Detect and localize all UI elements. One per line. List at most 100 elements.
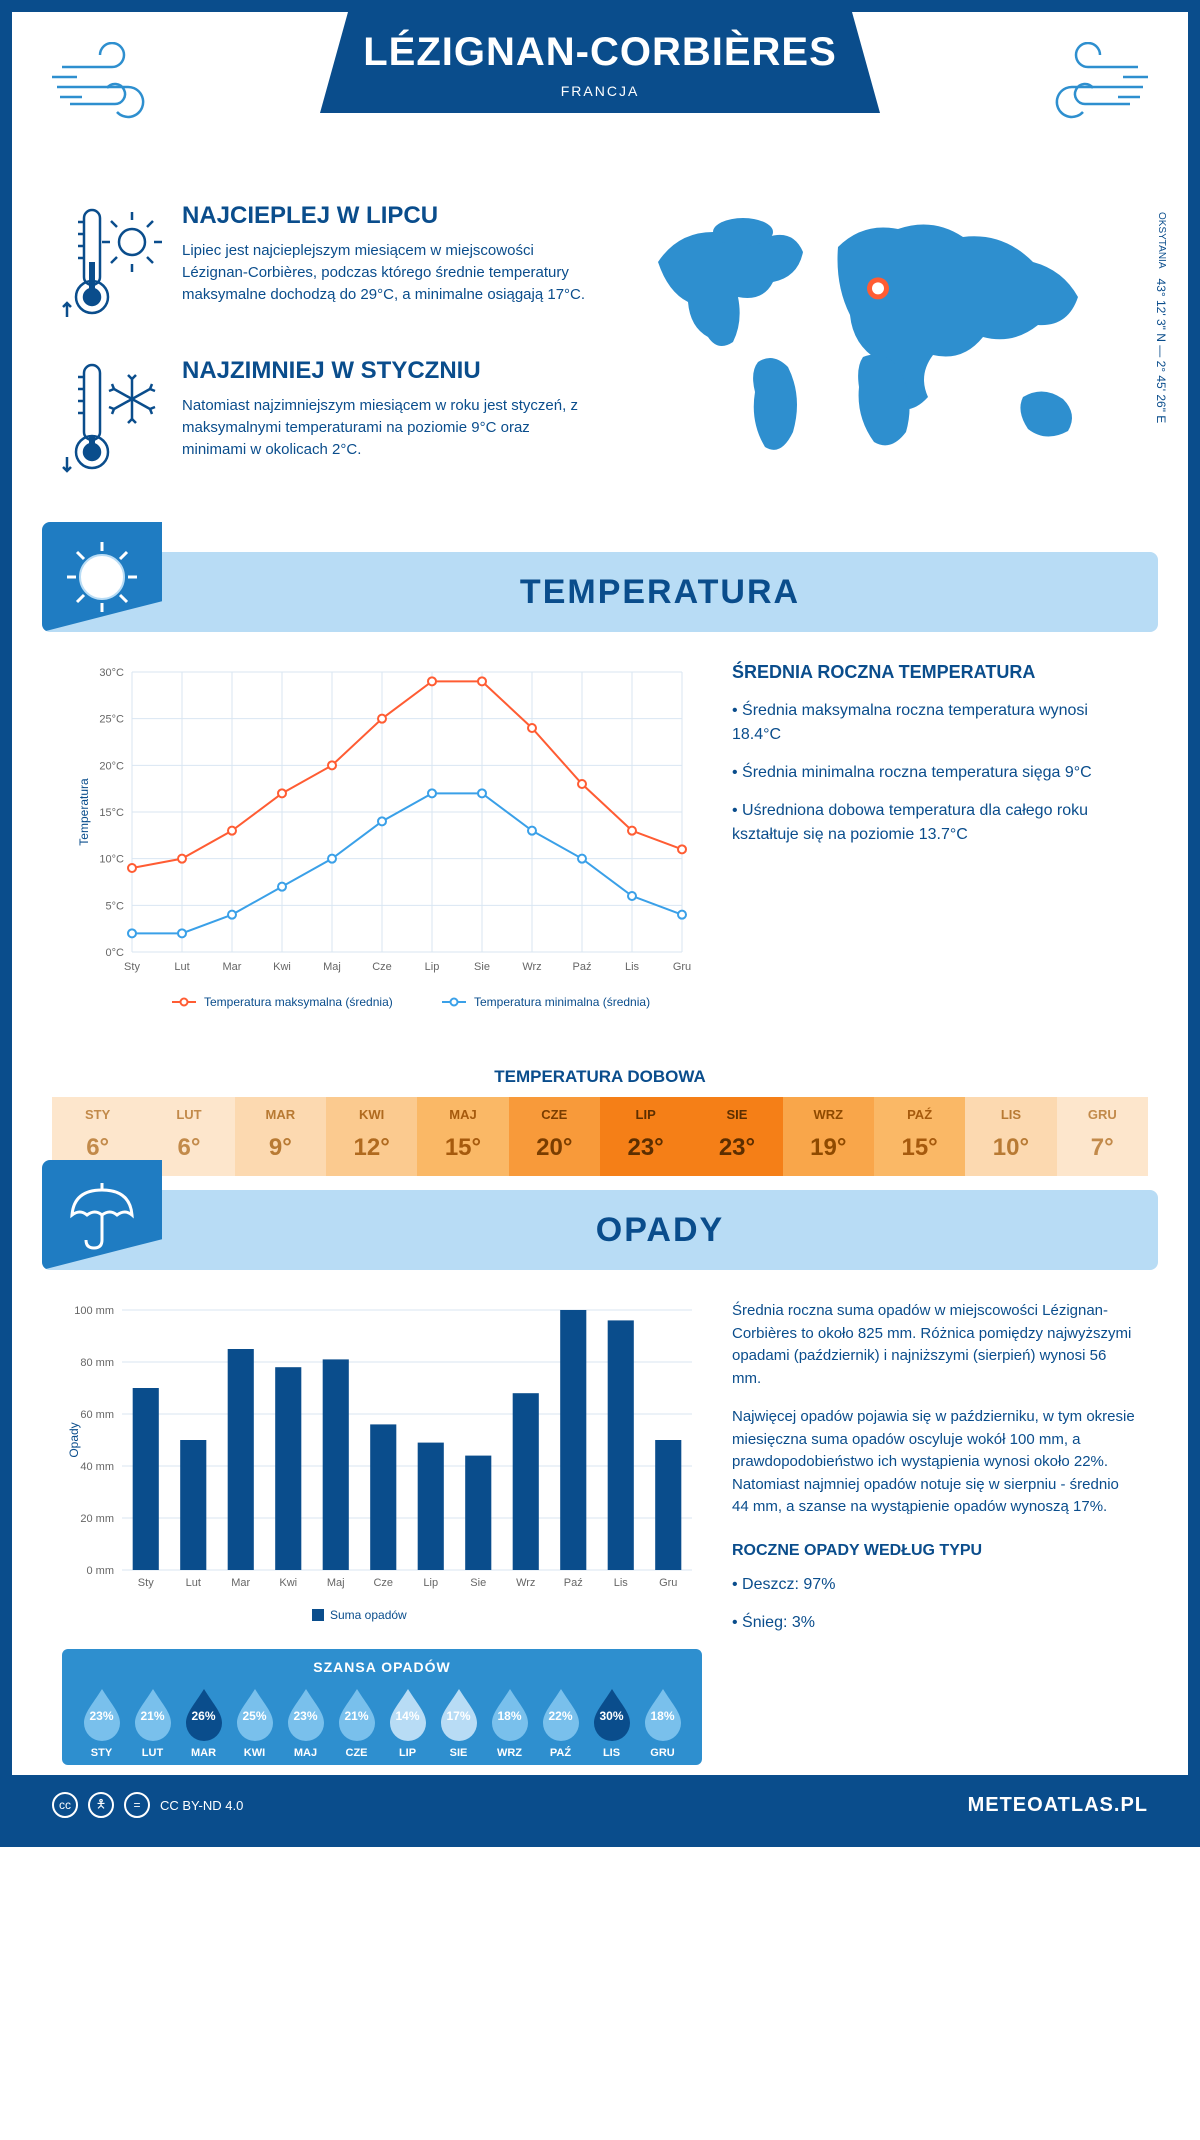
svg-text:Maj: Maj <box>327 1577 345 1589</box>
by-icon: 🯅 <box>88 1792 114 1818</box>
sun-icon <box>42 522 162 632</box>
header: LÉZIGNAN-CORBIÈRES FRANCJA <box>12 12 1188 192</box>
coords-value: 43° 12' 3" N — 2° 45' 26" E <box>1154 279 1168 424</box>
chance-cell: 14%LIP <box>382 1685 433 1759</box>
svg-text:Mar: Mar <box>231 1577 250 1589</box>
precip-para-1: Średnia roczna suma opadów w miejscowośc… <box>732 1300 1138 1390</box>
svg-text:Wrz: Wrz <box>522 961 541 973</box>
wind-icon <box>1018 42 1148 137</box>
svg-text:15°C: 15°C <box>99 807 124 819</box>
precip-para-2: Najwięcej opadów pojawia się w październ… <box>732 1406 1138 1519</box>
chance-cell: 30%LIS <box>586 1685 637 1759</box>
svg-text:Gru: Gru <box>659 1577 677 1589</box>
intro-section: NAJCIEPLEJ W LIPCU Lipiec jest najcieple… <box>12 192 1188 542</box>
chance-cell: 25%KWI <box>229 1685 280 1759</box>
svg-text:Lip: Lip <box>423 1577 438 1589</box>
svg-text:Paź: Paź <box>564 1577 583 1589</box>
svg-text:Paź: Paź <box>573 961 592 973</box>
cc-icon: cc <box>52 1792 78 1818</box>
temperature-chart: 0°C5°C10°C15°C20°C25°C30°CStyLutMarKwiMa… <box>72 662 692 1027</box>
temperature-info: ŚREDNIA ROCZNA TEMPERATURA • Średnia mak… <box>732 662 1128 1027</box>
thermometer-sun-icon <box>62 202 162 327</box>
daily-temp-cell: LIS10° <box>965 1097 1056 1176</box>
svg-text:Cze: Cze <box>373 1577 393 1589</box>
thermometer-snow-icon <box>62 357 162 482</box>
svg-text:40 mm: 40 mm <box>80 1461 114 1473</box>
info-bullet: • Średnia maksymalna roczna temperatura … <box>732 699 1128 747</box>
daily-temp-table: STY6°LUT6°MAR9°KWI12°MAJ15°CZE20°LIP23°S… <box>52 1097 1148 1176</box>
coldest-title: NAJZIMNIEJ W STYCZNIU <box>182 357 598 385</box>
svg-text:10°C: 10°C <box>99 854 124 866</box>
svg-text:Suma opadów: Suma opadów <box>330 1608 407 1622</box>
daily-temp-cell: WRZ19° <box>783 1097 874 1176</box>
svg-text:Lut: Lut <box>186 1577 201 1589</box>
info-bullet: • Uśredniona dobowa temperatura dla całe… <box>732 799 1128 847</box>
svg-text:Temperatura minimalna (średnia: Temperatura minimalna (średnia) <box>474 995 650 1009</box>
svg-text:Lut: Lut <box>174 961 189 973</box>
warmest-title: NAJCIEPLEJ W LIPCU <box>182 202 598 230</box>
svg-text:Kwi: Kwi <box>273 961 291 973</box>
svg-text:80 mm: 80 mm <box>80 1357 114 1369</box>
precipitation-chance-box: SZANSA OPADÓW 23%STY21%LUT26%MAR25%KWI23… <box>62 1649 702 1765</box>
svg-text:25°C: 25°C <box>99 714 124 726</box>
svg-text:Sie: Sie <box>474 961 490 973</box>
svg-text:60 mm: 60 mm <box>80 1409 114 1421</box>
precipitation-title: OPADY <box>162 1211 1158 1250</box>
info-bullet: • Średnia minimalna roczna temperatura s… <box>732 761 1128 785</box>
svg-text:Sty: Sty <box>138 1577 154 1589</box>
chance-cell: 21%LUT <box>127 1685 178 1759</box>
svg-text:5°C: 5°C <box>106 900 125 912</box>
footer: cc 🯅 = CC BY-ND 4.0 METEOATLAS.PL <box>12 1775 1188 1835</box>
svg-text:Maj: Maj <box>323 961 341 973</box>
daily-temp-cell: KWI12° <box>326 1097 417 1176</box>
temperature-title: TEMPERATURA <box>162 573 1158 612</box>
avg-temp-title: ŚREDNIA ROCZNA TEMPERATURA <box>732 662 1128 683</box>
country-name: FRANCJA <box>320 83 880 99</box>
chance-cell: 23%MAJ <box>280 1685 331 1759</box>
svg-text:0°C: 0°C <box>106 947 125 959</box>
chance-cell: 21%CZE <box>331 1685 382 1759</box>
precipitation-text: Średnia roczna suma opadów w miejscowośc… <box>732 1300 1138 1765</box>
svg-text:20°C: 20°C <box>99 760 124 772</box>
license-text: CC BY-ND 4.0 <box>160 1798 243 1813</box>
coordinates: OKSYTANIA 43° 12' 3" N — 2° 45' 26" E <box>1154 212 1168 423</box>
coldest-fact: NAJZIMNIEJ W STYCZNIU Natomiast najzimni… <box>62 357 598 482</box>
daily-temp-cell: CZE20° <box>509 1097 600 1176</box>
precip-type-item: • Śnieg: 3% <box>732 1611 1138 1635</box>
svg-text:Temperatura maksymalna (średni: Temperatura maksymalna (średnia) <box>204 995 393 1009</box>
precip-type-title: ROCZNE OPADY WEDŁUG TYPU <box>732 1539 1138 1563</box>
daily-temp-cell: MAJ15° <box>417 1097 508 1176</box>
svg-text:Kwi: Kwi <box>279 1577 297 1589</box>
svg-text:Lip: Lip <box>425 961 440 973</box>
daily-temp-cell: LIP23° <box>600 1097 691 1176</box>
daily-temp-title: TEMPERATURA DOBOWA <box>12 1067 1188 1087</box>
title-banner: LÉZIGNAN-CORBIÈRES FRANCJA <box>320 12 880 113</box>
chance-cell: 17%SIE <box>433 1685 484 1759</box>
svg-text:Temperatura: Temperatura <box>77 778 91 846</box>
site-name: METEOATLAS.PL <box>968 1794 1148 1817</box>
precipitation-section-header: OPADY <box>42 1190 1158 1270</box>
city-name: LÉZIGNAN-CORBIÈRES <box>320 30 880 75</box>
warmest-text: Lipiec jest najcieplejszym miesiącem w m… <box>182 240 598 305</box>
svg-text:20 mm: 20 mm <box>80 1513 114 1525</box>
svg-text:Sty: Sty <box>124 961 140 973</box>
nd-icon: = <box>124 1792 150 1818</box>
chance-cell: 26%MAR <box>178 1685 229 1759</box>
svg-text:Opady: Opady <box>67 1422 81 1457</box>
chance-cell: 18%WRZ <box>484 1685 535 1759</box>
chance-title: SZANSA OPADÓW <box>76 1659 688 1675</box>
svg-text:30°C: 30°C <box>99 667 124 679</box>
precip-type-item: • Deszcz: 97% <box>732 1573 1138 1597</box>
chance-cell: 22%PAŹ <box>535 1685 586 1759</box>
svg-text:Lis: Lis <box>625 961 640 973</box>
license: cc 🯅 = CC BY-ND 4.0 <box>52 1792 243 1818</box>
daily-temp-cell: MAR9° <box>235 1097 326 1176</box>
svg-text:Wrz: Wrz <box>516 1577 535 1589</box>
daily-temp-cell: PAŹ15° <box>874 1097 965 1176</box>
daily-temp-cell: SIE23° <box>691 1097 782 1176</box>
svg-text:100 mm: 100 mm <box>74 1305 114 1317</box>
svg-text:Gru: Gru <box>673 961 691 973</box>
infographic-page: LÉZIGNAN-CORBIÈRES FRANCJA <box>0 0 1200 1847</box>
coldest-text: Natomiast najzimniejszym miesiącem w rok… <box>182 395 598 460</box>
chance-cell: 23%STY <box>76 1685 127 1759</box>
